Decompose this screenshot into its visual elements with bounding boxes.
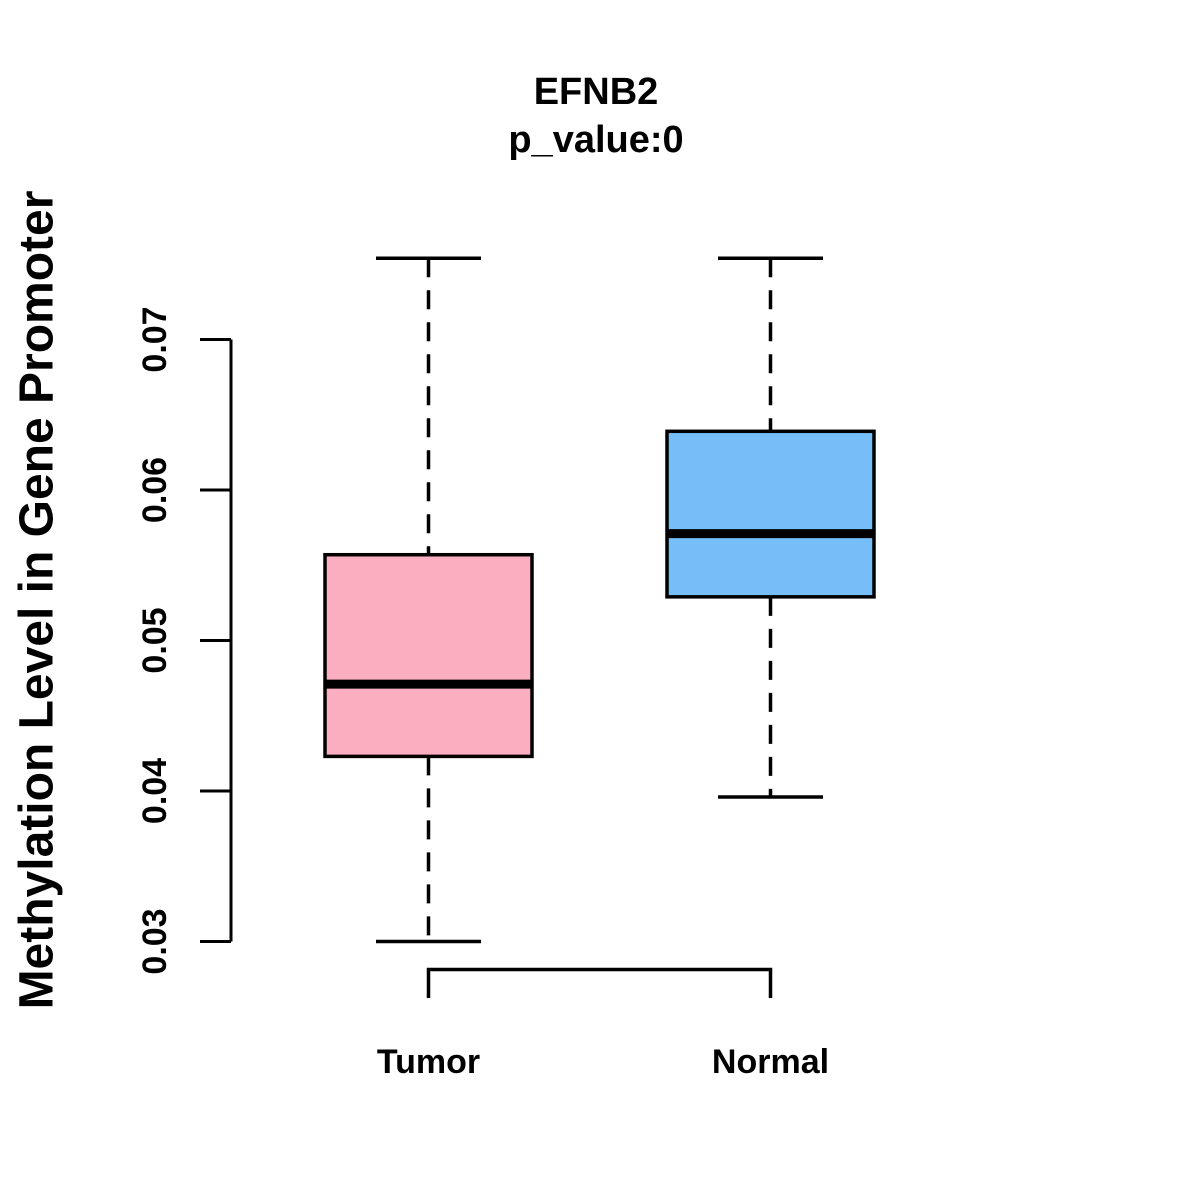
y-tick-label: 0.05 <box>136 607 174 673</box>
category-label-tumor: Tumor <box>377 1043 480 1081</box>
chart-title: EFNB2 <box>533 71 659 113</box>
category-label-normal: Normal <box>712 1043 829 1081</box>
y-tick-label: 0.04 <box>136 758 174 824</box>
y-tick-label: 0.06 <box>136 457 174 523</box>
y-tick-label: 0.07 <box>136 306 174 372</box>
box-normal <box>665 429 876 599</box>
chart-subtitle: p_value:0 <box>508 119 684 161</box>
box-tumor <box>323 552 534 759</box>
x-axis-bracket <box>426 967 773 998</box>
y-tick-label: 0.03 <box>136 908 174 974</box>
